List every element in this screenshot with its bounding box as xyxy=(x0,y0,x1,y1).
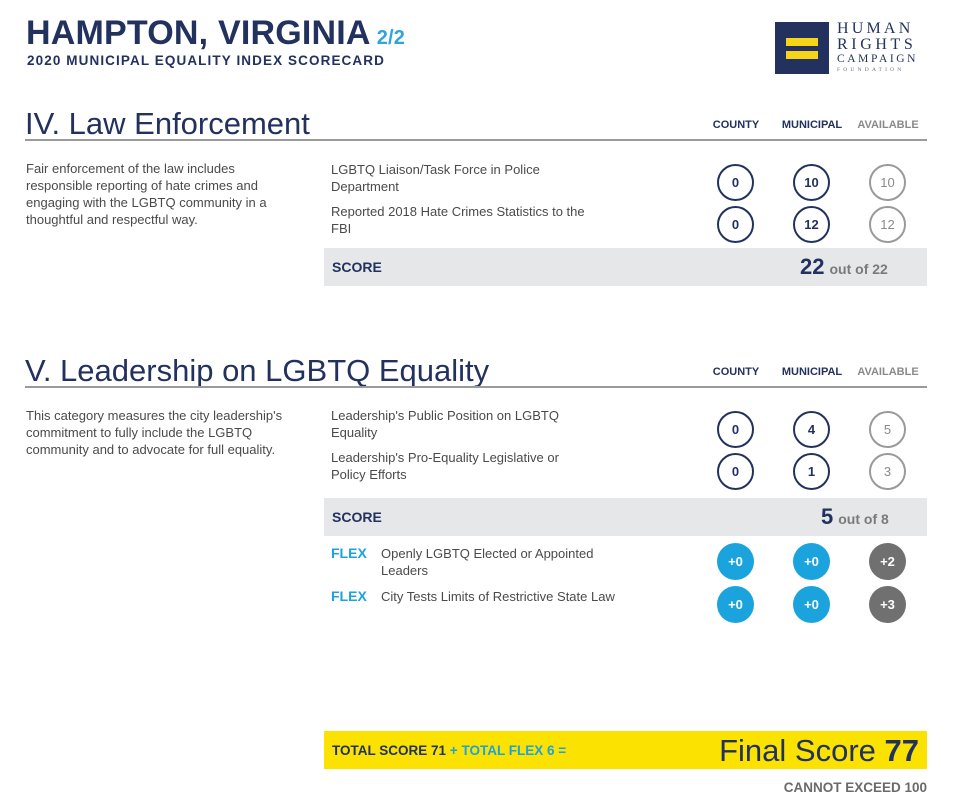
logo-text-rights: RIGHTS xyxy=(837,36,917,53)
county-score-circle: 0 xyxy=(717,164,754,201)
total-formula: TOTAL SCORE 71 + TOTAL FLEX 6 = xyxy=(332,743,566,758)
col-head-county: COUNTY xyxy=(712,119,760,131)
section-divider xyxy=(25,386,927,388)
logo-text-human: HUMAN xyxy=(837,20,914,37)
section-description: Fair enforcement of the law includes res… xyxy=(26,161,267,227)
equals-sign: = xyxy=(558,743,567,758)
hrc-logo: HUMAN RIGHTS CAMPAIGN FOUNDATION xyxy=(775,20,935,78)
available-score-circle: 12 xyxy=(869,206,906,243)
available-score-circle: 3 xyxy=(869,453,906,490)
scorecard-subtitle: 2020 MUNICIPAL EQUALITY INDEX SCORECARD xyxy=(27,53,385,68)
municipal-flex-circle: +0 xyxy=(793,586,830,623)
score-cap-note: CANNOT EXCEED 100 xyxy=(783,780,927,795)
flex-tag: FLEX xyxy=(331,588,367,604)
county-score-circle: 0 xyxy=(717,206,754,243)
final-score-bar: TOTAL SCORE 71 + TOTAL FLEX 6 = Final Sc… xyxy=(324,731,927,769)
flex-criterion-label: City Tests Limits of Restrictive State L… xyxy=(381,589,615,604)
section-description: This category measures the city leadersh… xyxy=(26,408,283,457)
municipal-score-circle: 1 xyxy=(793,453,830,490)
criterion-label: Leadership's Pro-Equality Legislative or… xyxy=(331,450,559,482)
section-title-law-enforcement: IV. Law Enforcement xyxy=(25,106,310,141)
final-score-label: Final Score xyxy=(719,733,876,768)
col-head-available: AVAILABLE xyxy=(857,366,919,378)
score-value: 22 xyxy=(800,254,825,279)
col-head-municipal: MUNICIPAL xyxy=(781,119,843,131)
available-score-circle: 10 xyxy=(869,164,906,201)
available-flex-circle: +3 xyxy=(869,586,906,623)
county-score-circle: 0 xyxy=(717,411,754,448)
final-score: Final Score 77 xyxy=(719,733,919,769)
criterion-label: Leadership's Public Position on LGBTQ Eq… xyxy=(331,408,559,440)
available-flex-circle: +2 xyxy=(869,543,906,580)
col-head-county: COUNTY xyxy=(712,366,760,378)
score-label: SCORE xyxy=(332,259,382,275)
section-title-leadership: V. Leadership on LGBTQ Equality xyxy=(25,353,490,388)
col-head-available: AVAILABLE xyxy=(857,119,919,131)
county-flex-circle: +0 xyxy=(717,543,754,580)
col-head-municipal: MUNICIPAL xyxy=(781,366,843,378)
municipal-score-circle: 12 xyxy=(793,206,830,243)
criterion-label: LGBTQ Liaison/Task Force in Police Depar… xyxy=(331,162,540,194)
page-number: 2/2 xyxy=(376,27,406,49)
flex-criterion-label: Openly LGBTQ Elected or Appointed Leader… xyxy=(381,546,594,578)
section-score: 5 out of 8 xyxy=(821,504,889,530)
section-divider xyxy=(25,139,927,141)
municipal-score-circle: 10 xyxy=(793,164,830,201)
total-score: TOTAL SCORE 71 xyxy=(332,743,447,758)
county-score-circle: 0 xyxy=(717,453,754,490)
final-score-value: 77 xyxy=(884,733,919,768)
equality-icon xyxy=(775,22,829,74)
municipal-score-circle: 4 xyxy=(793,411,830,448)
section-score-bar: SCORE 22 out of 22 xyxy=(324,248,927,286)
city-title: HAMPTON, VIRGINIA 2/2 xyxy=(26,14,405,53)
available-score-circle: 5 xyxy=(869,411,906,448)
plus-sign: + xyxy=(449,743,458,758)
section-score: 22 out of 22 xyxy=(800,254,888,280)
logo-text-foundation: FOUNDATION xyxy=(837,67,905,73)
score-value: 5 xyxy=(821,504,834,529)
score-out-of: out of 22 xyxy=(829,261,888,277)
municipal-flex-circle: +0 xyxy=(793,543,830,580)
score-out-of: out of 8 xyxy=(838,511,889,527)
city-name: HAMPTON, VIRGINIA xyxy=(26,14,371,52)
score-label: SCORE xyxy=(332,509,382,525)
section-score-bar: SCORE 5 out of 8 xyxy=(324,498,927,536)
total-flex: TOTAL FLEX 6 xyxy=(461,743,555,758)
logo-text-campaign: CAMPAIGN xyxy=(837,53,919,65)
criterion-label: Reported 2018 Hate Crimes Statistics to … xyxy=(331,204,585,236)
flex-tag: FLEX xyxy=(331,545,367,561)
county-flex-circle: +0 xyxy=(717,586,754,623)
